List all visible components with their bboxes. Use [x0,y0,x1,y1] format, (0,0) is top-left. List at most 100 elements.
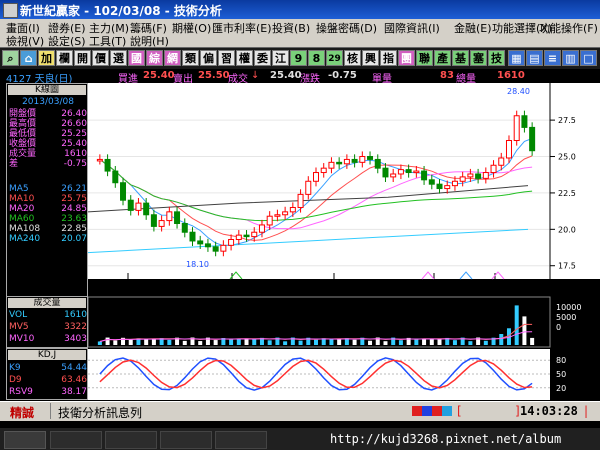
x-tick-label: 03 [491,284,501,293]
info-row-value: 26.60 [61,119,87,129]
volume-bar [406,337,411,345]
tool-btn-bias[interactable]: 偏 [200,50,217,66]
volume-bar [522,316,527,345]
tool-btn-intl[interactable]: 國 [128,50,145,66]
tool-btn-index[interactable]: 指 [380,50,397,66]
menu-function-ops[interactable]: 功能操作(F) [539,22,598,35]
start-button[interactable] [4,431,46,449]
info-row-value: 22.85 [61,224,87,234]
volume-bar [97,341,102,345]
window-tile-icon[interactable]: ▦ [508,50,525,66]
title-bar: 新世紀贏家 - 102/03/08 - 技術分析 [0,0,600,19]
window-max-icon[interactable]: □ [580,50,597,66]
tool-btn-price[interactable]: 價 [92,50,109,66]
task-item[interactable] [160,431,212,449]
candle-body [421,170,428,181]
home-icon[interactable]: ⌂ [20,50,37,66]
kd-tick-label: 20 [556,384,566,393]
kd-tick-label: 80 [556,356,566,365]
tool-btn-tech[interactable]: 技 [488,50,505,66]
info-row-value: 23.63 [61,214,87,224]
volume-bar [530,337,535,345]
tool-btn-link[interactable]: 聯 [416,50,433,66]
menu-finance[interactable]: 金融(E) [454,22,492,35]
tool-btn-jiang[interactable]: 江 [272,50,289,66]
menu-trading-code[interactable]: 操盤密碼(D) [316,22,378,35]
clock-bracket: | [584,404,589,418]
menu-forex[interactable]: 匯市利率(E) [212,22,272,35]
search-icon[interactable]: ⌕ [2,50,19,66]
window-grid-icon[interactable]: ▥ [562,50,579,66]
tool-btn-habit[interactable]: 習 [218,50,235,66]
price-chart[interactable]: 27.5 25.0 22.5 20.0 17.5 11 12 13/01 02 03 10000… [88,83,600,401]
info-row-label: 最低價 [9,129,37,139]
tool-btn-open[interactable]: 開 [74,50,91,66]
quote-bar: 4127 天良(日) 買進 25.40 賣出 25.50 成交 ↓ 25.40 … [0,69,600,85]
volume-bar [267,340,272,345]
menu-intl-info[interactable]: 國際資訊(I) [384,22,440,35]
tool-btn-industry[interactable]: 產 [434,50,451,66]
candle-body [96,158,103,162]
task-item[interactable] [215,431,267,449]
volume-bar [445,337,450,345]
tool-btn-order[interactable]: 委 [254,50,271,66]
tool-btn-fund[interactable]: 基 [452,50,469,66]
toolbar: ⌕ ⌂ 加 欄 開 價 選 國 綜 網 類 偏 習 權 委 江 9 8 29 核… [0,47,600,70]
candle-body [212,246,219,252]
info-row-label: MA10 [9,194,35,204]
tool-btn-summary[interactable]: 綜 [146,50,163,66]
menu-securities[interactable]: 證券(E) [48,22,86,35]
volume-bar [275,337,280,345]
tool-btn-select[interactable]: 選 [110,50,127,66]
info-row-label: MA20 [9,204,35,214]
menu-main-force[interactable]: 主力(M) [89,22,130,35]
info-row-value: 63.46 [61,375,87,385]
candle-body [166,211,173,222]
task-item[interactable] [50,431,102,449]
info-row-label: 成交量 [9,149,37,159]
menu-chips[interactable]: 籌碼(F) [130,22,167,35]
tool-btn-rise[interactable]: 興 [362,50,379,66]
info-row-value: 25.25 [61,129,87,139]
candle-body [204,243,211,248]
menu-view[interactable]: 檢視(V) [6,35,45,48]
tool-btn-category[interactable]: 類 [182,50,199,66]
stock-symbol[interactable]: 4127 天良(日) [6,74,73,85]
window-list-icon[interactable]: ≡ [544,50,561,66]
tool-btn-29[interactable]: 29 [326,50,343,66]
tool-btn-8[interactable]: 8 [308,50,325,66]
volume-bar [414,339,419,345]
menu-invest[interactable]: 投資(B) [272,22,311,35]
volume-bar [383,341,388,345]
tool-btn-group[interactable]: 團 [398,50,415,66]
candle-body [374,158,381,169]
tool-btn-core[interactable]: 核 [344,50,361,66]
menu-function-select[interactable]: 功能選擇(X) [492,22,553,35]
volume-bar [113,340,118,345]
menu-options[interactable]: 期權(O) [172,22,212,35]
signal-indicator [412,406,452,416]
tool-btn-rights[interactable]: 權 [236,50,253,66]
clock-time: 14:03:28 [520,404,578,418]
menu-help[interactable]: 說明(H) [130,35,169,48]
menu-screen[interactable]: 畫面(I) [6,22,40,35]
menu-settings[interactable]: 設定(S) [48,35,86,48]
candle-body [251,231,258,238]
info-row: MA10 25.75 [9,194,87,204]
menu-tools[interactable]: 工具(T) [89,35,127,48]
tool-btn-net[interactable]: 網 [164,50,181,66]
candle-body [258,224,265,233]
volume-bar [506,328,511,345]
tool-btn-add[interactable]: 加 [38,50,55,66]
volume-bar [175,337,180,345]
volume-bar [514,305,519,345]
info-row-label: 差 [9,159,19,169]
tool-btn-9[interactable]: 9 [290,50,307,66]
task-item[interactable] [105,431,157,449]
volume-bar [398,340,403,345]
tool-btn-column[interactable]: 欄 [56,50,73,66]
window-cascade-icon[interactable]: ▤ [526,50,543,66]
candle-body [451,180,458,187]
tool-btn-block[interactable]: 塞 [470,50,487,66]
info-row-label: 最高價 [9,119,37,129]
